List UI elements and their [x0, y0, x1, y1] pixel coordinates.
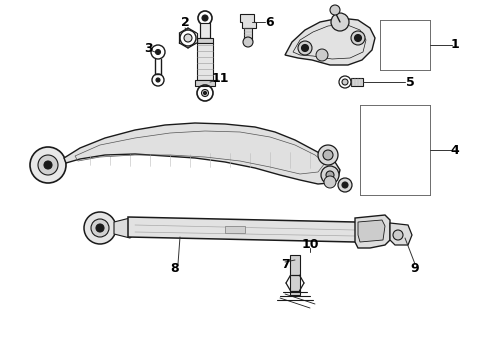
Text: 11: 11	[211, 72, 229, 85]
Circle shape	[326, 171, 334, 179]
Circle shape	[298, 41, 312, 55]
Circle shape	[316, 49, 328, 61]
Polygon shape	[195, 80, 215, 86]
Circle shape	[342, 79, 348, 85]
Polygon shape	[351, 78, 363, 86]
Polygon shape	[197, 43, 213, 80]
Text: 10: 10	[301, 238, 319, 252]
Circle shape	[184, 34, 192, 42]
Text: 2: 2	[181, 15, 189, 28]
Circle shape	[243, 37, 253, 47]
Text: 5: 5	[406, 76, 415, 89]
Polygon shape	[358, 220, 385, 242]
Circle shape	[202, 15, 208, 21]
Polygon shape	[390, 223, 412, 245]
Circle shape	[331, 13, 349, 31]
Polygon shape	[225, 226, 245, 233]
Polygon shape	[244, 28, 252, 42]
Polygon shape	[200, 23, 210, 38]
Circle shape	[342, 182, 348, 188]
Polygon shape	[64, 123, 340, 184]
Text: 1: 1	[451, 39, 460, 51]
Circle shape	[338, 178, 352, 192]
Text: 7: 7	[281, 258, 290, 271]
Circle shape	[96, 224, 104, 232]
Circle shape	[91, 219, 109, 237]
Polygon shape	[290, 255, 300, 295]
Circle shape	[301, 45, 309, 51]
Circle shape	[354, 35, 362, 41]
Circle shape	[38, 155, 58, 175]
Circle shape	[323, 150, 333, 160]
Polygon shape	[128, 217, 360, 242]
Circle shape	[351, 31, 365, 45]
Polygon shape	[240, 14, 256, 28]
Polygon shape	[114, 218, 135, 238]
Circle shape	[30, 147, 66, 183]
Polygon shape	[197, 38, 213, 43]
Text: 4: 4	[451, 144, 460, 157]
Circle shape	[321, 166, 339, 184]
Circle shape	[44, 161, 52, 169]
Polygon shape	[285, 18, 375, 65]
Circle shape	[330, 5, 340, 15]
Circle shape	[324, 176, 336, 188]
Circle shape	[201, 90, 209, 96]
Circle shape	[318, 145, 338, 165]
Circle shape	[393, 230, 403, 240]
Text: 9: 9	[411, 261, 419, 274]
Text: 3: 3	[144, 41, 152, 54]
Text: 6: 6	[266, 15, 274, 28]
Text: 8: 8	[171, 261, 179, 274]
Circle shape	[156, 78, 160, 82]
Circle shape	[84, 212, 116, 244]
Polygon shape	[355, 215, 390, 248]
Circle shape	[203, 91, 206, 94]
Circle shape	[155, 49, 161, 54]
